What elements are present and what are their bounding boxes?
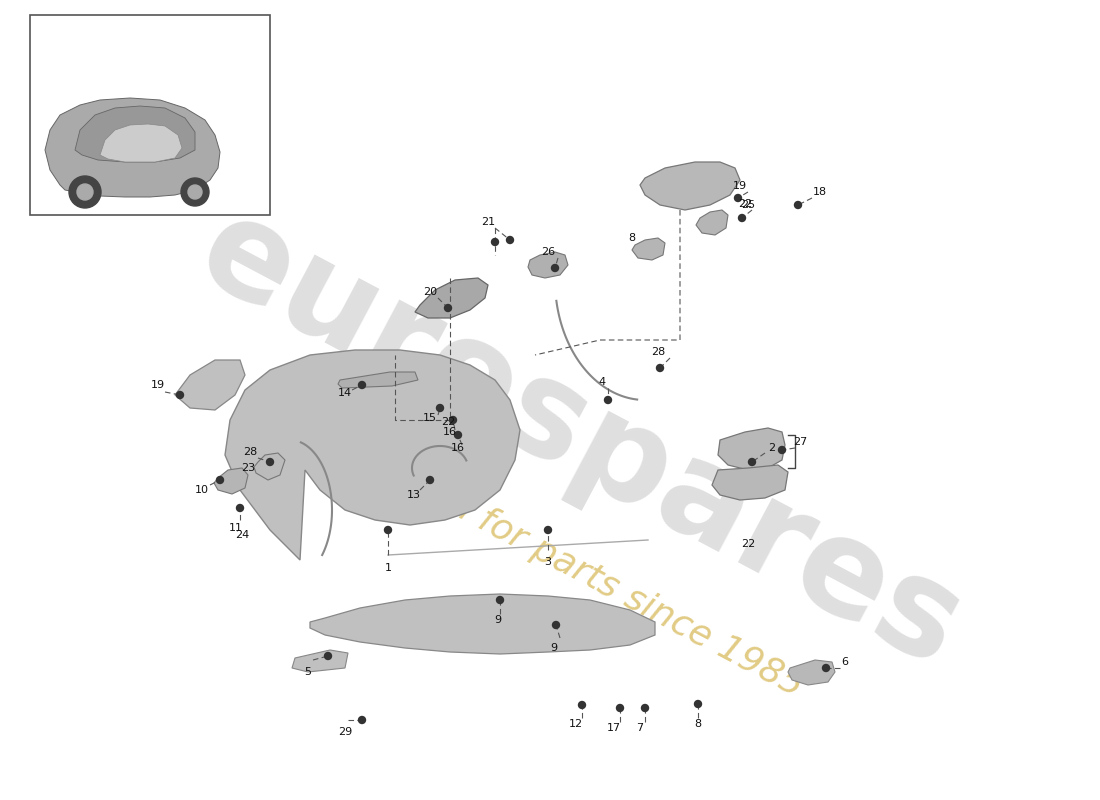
Text: 6: 6 [842, 657, 848, 667]
Polygon shape [175, 360, 245, 410]
Polygon shape [415, 278, 488, 318]
Text: 27: 27 [793, 437, 807, 447]
Bar [30, 15, 270, 215]
Circle shape [427, 477, 433, 483]
Polygon shape [310, 594, 654, 654]
Text: 9: 9 [494, 615, 502, 625]
Text: 17: 17 [607, 723, 621, 733]
Text: 8: 8 [628, 233, 636, 243]
Polygon shape [100, 124, 182, 162]
Text: 4: 4 [598, 377, 606, 387]
Circle shape [551, 265, 559, 271]
Text: 22: 22 [738, 199, 752, 209]
Polygon shape [214, 468, 248, 494]
Text: 19: 19 [733, 181, 747, 191]
Text: 28: 28 [651, 347, 666, 357]
Text: 18: 18 [813, 187, 827, 197]
Text: 11: 11 [229, 523, 243, 533]
Text: 10: 10 [195, 485, 209, 495]
Text: 24: 24 [235, 530, 249, 540]
Circle shape [454, 431, 462, 438]
Circle shape [217, 477, 223, 483]
Text: a passion for parts since 1985: a passion for parts since 1985 [311, 417, 808, 703]
Circle shape [450, 417, 456, 423]
Circle shape [694, 701, 702, 707]
Text: 13: 13 [407, 490, 421, 500]
Circle shape [641, 705, 649, 711]
Text: 14: 14 [338, 388, 352, 398]
Circle shape [738, 214, 746, 222]
Circle shape [616, 705, 624, 711]
Text: 16: 16 [443, 427, 456, 437]
Polygon shape [718, 428, 785, 470]
Circle shape [236, 505, 243, 511]
Text: 15: 15 [424, 413, 437, 423]
Text: 8: 8 [694, 719, 702, 729]
Circle shape [77, 184, 94, 200]
Text: 16: 16 [451, 443, 465, 453]
Circle shape [266, 458, 274, 466]
Polygon shape [528, 252, 568, 278]
Text: 5: 5 [305, 667, 311, 677]
Circle shape [544, 526, 551, 534]
Text: 28: 28 [243, 447, 257, 457]
Text: 12: 12 [569, 719, 583, 729]
Text: 19: 19 [151, 380, 165, 390]
Polygon shape [632, 238, 666, 260]
Text: 20: 20 [422, 287, 437, 297]
Circle shape [492, 238, 498, 246]
Circle shape [735, 194, 741, 202]
Polygon shape [712, 465, 788, 500]
Circle shape [579, 702, 585, 709]
Text: 9: 9 [550, 643, 558, 653]
Circle shape [359, 382, 365, 389]
Circle shape [496, 597, 504, 603]
Circle shape [385, 526, 392, 534]
Text: 23: 23 [241, 463, 255, 473]
Circle shape [324, 653, 331, 659]
Circle shape [444, 305, 451, 311]
Text: 29: 29 [338, 727, 352, 737]
Circle shape [605, 397, 612, 403]
Text: 22: 22 [741, 539, 755, 549]
Text: 22: 22 [441, 417, 455, 427]
Text: 2: 2 [769, 443, 776, 453]
Text: 25: 25 [741, 200, 755, 210]
Polygon shape [338, 372, 418, 388]
Circle shape [188, 185, 202, 199]
Polygon shape [292, 650, 348, 672]
Polygon shape [254, 453, 285, 480]
Text: 3: 3 [544, 557, 551, 567]
Circle shape [552, 622, 560, 629]
Text: 26: 26 [541, 247, 556, 257]
Circle shape [657, 365, 663, 371]
Circle shape [823, 665, 829, 671]
Circle shape [182, 178, 209, 206]
Text: 21: 21 [481, 217, 495, 227]
Text: eurospares: eurospares [177, 185, 983, 695]
Circle shape [437, 405, 443, 411]
Circle shape [506, 237, 514, 243]
Circle shape [794, 202, 802, 209]
Polygon shape [75, 106, 195, 162]
Polygon shape [45, 98, 220, 197]
Text: 1: 1 [385, 563, 392, 573]
Circle shape [69, 176, 101, 208]
Circle shape [748, 458, 756, 466]
Circle shape [359, 717, 365, 723]
Polygon shape [696, 210, 728, 235]
Circle shape [176, 391, 184, 398]
Text: 7: 7 [637, 723, 644, 733]
Polygon shape [788, 660, 835, 685]
Polygon shape [226, 350, 520, 560]
Circle shape [779, 446, 785, 454]
Polygon shape [640, 162, 740, 210]
